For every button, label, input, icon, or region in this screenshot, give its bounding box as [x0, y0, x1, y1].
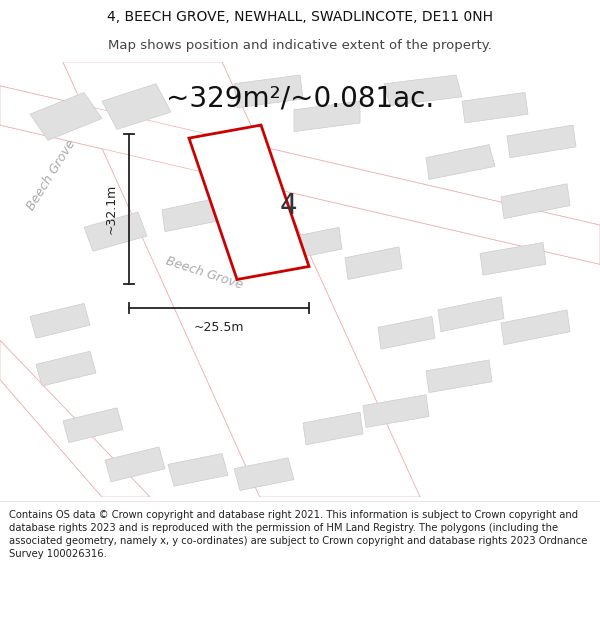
Polygon shape — [222, 214, 276, 247]
Polygon shape — [102, 84, 171, 129]
Polygon shape — [462, 92, 528, 123]
Text: ~32.1m: ~32.1m — [104, 184, 118, 234]
Polygon shape — [507, 125, 576, 158]
Polygon shape — [501, 184, 570, 219]
Polygon shape — [234, 75, 303, 108]
Polygon shape — [234, 458, 294, 491]
Polygon shape — [63, 408, 123, 442]
Text: Beech Grove: Beech Grove — [164, 254, 244, 292]
Polygon shape — [285, 228, 342, 260]
Polygon shape — [303, 412, 363, 445]
Polygon shape — [480, 242, 546, 275]
Polygon shape — [30, 303, 90, 338]
Polygon shape — [426, 360, 492, 392]
Polygon shape — [0, 341, 150, 497]
Text: ~25.5m: ~25.5m — [194, 321, 244, 334]
Polygon shape — [84, 212, 147, 251]
Polygon shape — [168, 454, 228, 486]
Text: Contains OS data © Crown copyright and database right 2021. This information is : Contains OS data © Crown copyright and d… — [9, 510, 587, 559]
Polygon shape — [105, 447, 165, 482]
Text: Beech Grove: Beech Grove — [24, 138, 78, 212]
Polygon shape — [438, 297, 504, 332]
Polygon shape — [378, 316, 435, 349]
Polygon shape — [363, 395, 429, 428]
Text: ~329m²/~0.081ac.: ~329m²/~0.081ac. — [166, 85, 434, 113]
Polygon shape — [294, 101, 360, 132]
Polygon shape — [36, 351, 96, 386]
Text: Map shows position and indicative extent of the property.: Map shows position and indicative extent… — [108, 39, 492, 52]
Polygon shape — [30, 92, 102, 140]
Polygon shape — [63, 62, 420, 497]
Polygon shape — [426, 144, 495, 179]
Polygon shape — [0, 86, 600, 264]
Polygon shape — [345, 247, 402, 279]
Polygon shape — [162, 199, 219, 232]
Polygon shape — [189, 125, 309, 279]
Text: 4, BEECH GROVE, NEWHALL, SWADLINCOTE, DE11 0NH: 4, BEECH GROVE, NEWHALL, SWADLINCOTE, DE… — [107, 11, 493, 24]
Text: 4: 4 — [279, 191, 297, 219]
Polygon shape — [384, 75, 462, 106]
Polygon shape — [501, 310, 570, 345]
